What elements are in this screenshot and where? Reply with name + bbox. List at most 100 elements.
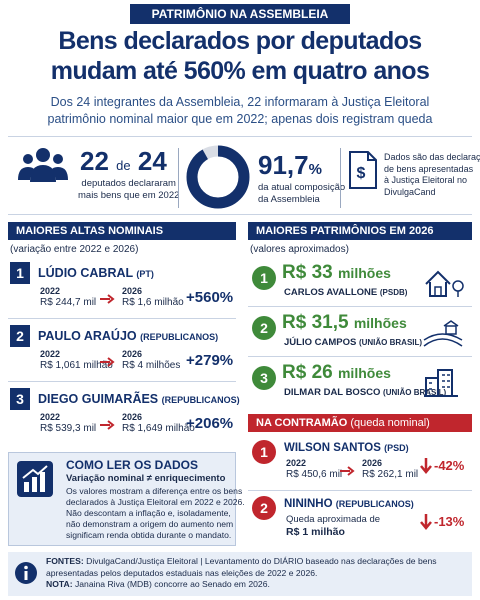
sources-label: FONTES:: [46, 556, 84, 566]
icon: [423, 320, 463, 347]
divider: [8, 381, 236, 382]
caption-line: mais bens que em 2022: [78, 190, 180, 201]
name-text: DILMAR DAL BOSCO: [284, 387, 381, 398]
name-text: JÚLIO CAMPOS: [284, 337, 357, 348]
chart-icon: [17, 461, 53, 497]
year: 2026: [122, 286, 143, 296]
icon: [425, 270, 464, 297]
note-text: Janaina Riva (MDB) concorre ao Senado em…: [74, 579, 270, 589]
info-box: [8, 452, 236, 546]
subtitle-line: patrimônio nominal maior que em 2022; ap…: [47, 112, 433, 126]
stat-big: 22: [80, 146, 109, 176]
subtitle-line: Dos 24 integrantes da Assembleia, 22 inf…: [50, 95, 430, 109]
footer: [8, 552, 472, 596]
stat-total: 24: [137, 146, 167, 176]
asset-icon: [422, 262, 464, 305]
amount-unit: milhões: [337, 265, 391, 281]
info-body: Os valores mostram a diferença entre os …: [66, 486, 245, 541]
amount: R$ 31,5 milhões: [282, 312, 407, 334]
divider: [8, 214, 472, 215]
amount-unit: milhões: [353, 315, 407, 331]
caption-line: Dados são das declarações: [384, 152, 480, 162]
arrow-icon: [340, 466, 355, 476]
sources-line: apresentadas pelos deputados estaduais n…: [46, 567, 318, 578]
arrow-icon: [100, 357, 115, 367]
people-icon: [18, 148, 68, 182]
footer-text: FONTES: DivulgaCand/Justiça Eleitoral | …: [46, 556, 437, 591]
down-arrow: [420, 458, 432, 479]
percent-unit: %: [308, 161, 322, 178]
asset-icon: [422, 362, 464, 405]
body-line: não demonstram a origem do aumento nem: [66, 519, 234, 529]
title-line: Bens declarados por deputados: [58, 27, 422, 55]
name: DILMAR DAL BOSCO (UNIÃO BRASIL): [284, 387, 446, 398]
body-line: significam renda obtida durante o mandat…: [66, 530, 232, 540]
divider: [8, 136, 472, 137]
party: (UNIÃO BRASIL): [358, 338, 423, 347]
section-header: MAIORES PATRIMÔNIOS EM 2026: [248, 222, 472, 240]
value: R$ 1,061 milhão: [40, 360, 113, 371]
name: CARLOS AVALLONE (PSDB): [284, 287, 407, 298]
divider: [248, 490, 472, 491]
down-arrow: [420, 514, 432, 535]
party: (REPUBLICANOS): [161, 395, 240, 405]
divider: [248, 356, 472, 357]
info-icon: [15, 562, 37, 584]
subtitle: Dos 24 integrantes da Assembleia, 22 inf…: [0, 94, 480, 128]
arrow-icon: [100, 294, 115, 304]
section-header: MAIORES ALTAS NOMINAIS: [8, 222, 236, 240]
arrow-icon: [420, 514, 432, 530]
rank: 1: [252, 440, 276, 464]
stat-caption: deputados declararam mais bens que em 20…: [78, 178, 179, 202]
name-text: DIEGO GUIMARÃES: [38, 392, 159, 406]
party: (REPUBLICANOS): [140, 332, 219, 342]
rank: 3: [252, 366, 276, 390]
stat-caption: Dados são das declarações de bens aprese…: [384, 152, 480, 198]
stat-connector: de: [116, 158, 131, 173]
info-subtitle: Variação nominal ≠ enriquecimento: [66, 473, 226, 484]
arrow-icon: [420, 458, 432, 474]
donut-arc: [186, 145, 250, 209]
caption-line: DivulgaCand: [384, 186, 436, 197]
stat-caption: da atual composição da Assembleia: [258, 182, 345, 206]
caption-line: deputados declararam: [81, 178, 176, 189]
change: -13%: [434, 514, 465, 529]
arrow: [340, 463, 356, 481]
divider: [248, 306, 472, 307]
section-header: NA CONTRAMÃO (queda nominal): [248, 414, 472, 432]
sources-line: FONTES: DivulgaCand/Justiça Eleitoral | …: [46, 556, 437, 568]
detail: Queda aproximada de: [286, 514, 381, 525]
arrow-icon: [100, 420, 115, 430]
body-line: Não descontam a inflação e, isoladamente…: [66, 508, 231, 518]
svg-text:$: $: [357, 165, 366, 182]
change: -42%: [434, 458, 465, 473]
rank: 2: [252, 316, 276, 340]
change: +279%: [186, 352, 234, 369]
party: (PSDB): [379, 288, 408, 297]
sources-text: DivulgaCand/Justiça Eleitoral | Levantam…: [86, 556, 437, 566]
stat-percent: 91,7%: [258, 150, 322, 185]
rank: 2: [252, 496, 276, 520]
value: R$ 1,6 milhão: [122, 297, 184, 308]
header-note: (queda nominal): [350, 417, 430, 429]
name: JÚLIO CAMPOS (UNIÃO BRASIL): [284, 337, 422, 348]
value: R$ 244,7 mil: [40, 297, 97, 308]
section-note: (variação entre 2022 e 2026): [10, 244, 139, 255]
icon: [424, 369, 458, 397]
info-title: COMO LER OS DADOS: [66, 458, 199, 472]
value: R$ 450,6 mil: [286, 469, 343, 480]
name: PAULO ARAÚJO (REPUBLICANOS): [38, 329, 218, 343]
divider: [8, 318, 236, 319]
caption-line: à Justiça Eleitoral no: [384, 175, 468, 185]
note-line: NOTA: Janaina Riva (MDB) concorre ao Sen…: [46, 579, 437, 591]
name: LÚDIO CABRAL (PT): [38, 266, 154, 280]
value: R$ 1,649 milhão: [122, 423, 195, 434]
amount: R$ 1 milhão: [286, 526, 345, 538]
value: R$ 262,1 mil: [362, 469, 419, 480]
rank: 3: [10, 388, 30, 410]
asset-icon: [422, 312, 464, 355]
year: 2026: [362, 458, 383, 468]
party: (PSD): [384, 443, 409, 453]
amount-unit: milhões: [337, 365, 391, 381]
